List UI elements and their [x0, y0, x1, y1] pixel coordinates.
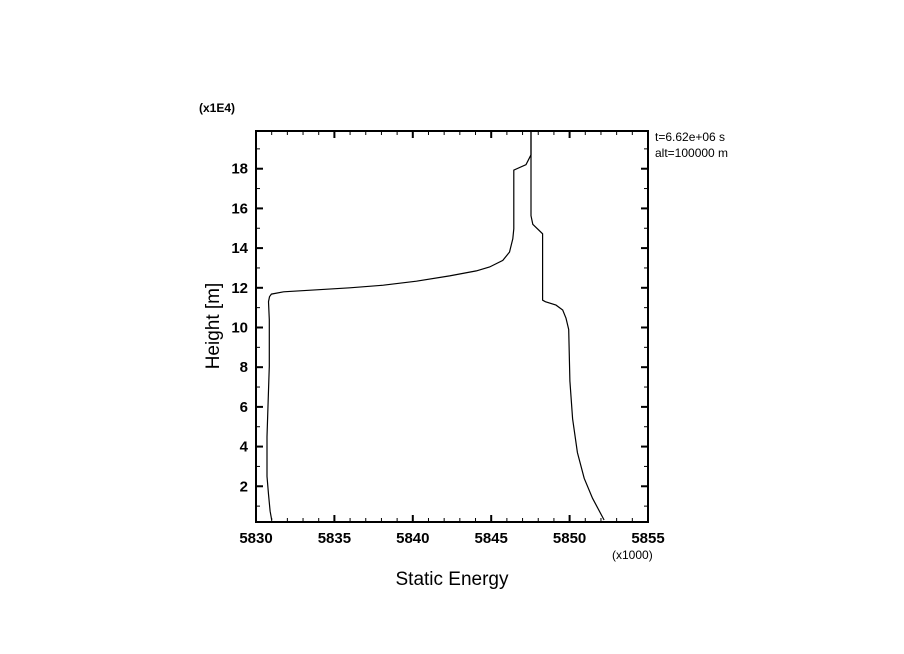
axis-ticks — [255, 131, 649, 522]
y-tick-label: 2 — [240, 478, 248, 495]
y-tick-label: 10 — [231, 319, 248, 336]
x-tick-label: 5850 — [553, 530, 586, 547]
y-scale-label: (x1E4) — [199, 101, 235, 115]
y-tick-label: 16 — [231, 200, 248, 217]
x-tick-label: 5830 — [239, 530, 272, 547]
y-tick-label: 6 — [240, 399, 248, 416]
y-tick-label: 14 — [231, 240, 248, 257]
y-axis-label: Height [m] — [203, 283, 224, 370]
x-tick-labels: 5830 5835 5840 5845 5850 5855 — [239, 530, 664, 547]
plot-frame — [255, 130, 649, 523]
x-axis-label: Static Energy — [396, 569, 509, 590]
y-tick-label: 12 — [231, 280, 248, 297]
series-line-1 — [266, 131, 532, 521]
altitude-annotation: alt=100000 m — [655, 146, 728, 160]
y-tick-label: 4 — [240, 439, 249, 456]
series-lines — [266, 131, 605, 521]
x-tick-label: 5855 — [631, 530, 664, 547]
y-tick-label: 8 — [240, 359, 248, 376]
x-tick-label: 5835 — [318, 530, 351, 547]
y-tick-labels: 2 4 6 8 10 12 14 16 18 — [231, 161, 248, 496]
x-tick-label: 5840 — [396, 530, 429, 547]
y-tick-label: 18 — [231, 161, 248, 178]
x-scale-label: (x1000) — [612, 548, 653, 562]
series-line-2 — [530, 131, 605, 521]
time-annotation: t=6.62e+06 s — [655, 130, 725, 144]
x-tick-label: 5845 — [475, 530, 508, 547]
